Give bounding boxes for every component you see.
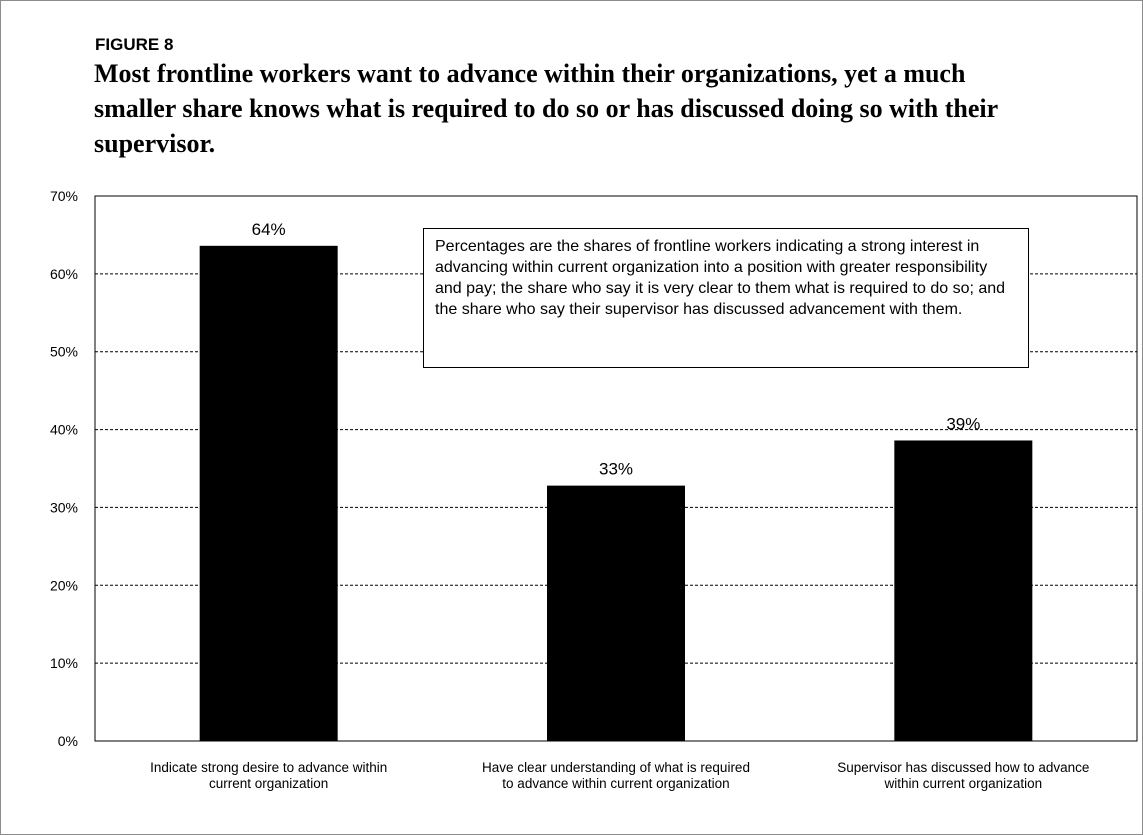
x-category-label: Supervisor has discussed how to advance (837, 760, 1089, 775)
x-category-label: to advance within current organization (502, 776, 729, 791)
bar-data-label: 64% (252, 220, 286, 239)
bar-data-label: 33% (599, 460, 633, 479)
bar-data-label: 39% (946, 414, 980, 433)
x-category-label: current organization (209, 776, 328, 791)
y-tick-label: 60% (50, 266, 78, 282)
chart-note-box: Percentages are the shares of frontline … (423, 228, 1029, 368)
figure-label: FIGURE 8 (95, 35, 174, 54)
y-tick-label: 0% (58, 733, 78, 749)
y-tick-label: 50% (50, 344, 78, 360)
y-tick-label: 40% (50, 422, 78, 438)
bar (199, 245, 338, 742)
y-tick-label: 30% (50, 499, 78, 515)
y-tick-label: 10% (50, 655, 78, 671)
bar (547, 485, 685, 741)
chart-title: Most frontline workers want to advance w… (94, 59, 998, 158)
x-category-label: within current organization (884, 776, 1043, 791)
y-tick-label: 20% (50, 577, 78, 593)
bar (894, 440, 1033, 741)
y-tick-label: 70% (50, 188, 78, 204)
x-category-label: Have clear understanding of what is requ… (482, 760, 750, 775)
x-category-label: Indicate strong desire to advance within (150, 760, 387, 775)
